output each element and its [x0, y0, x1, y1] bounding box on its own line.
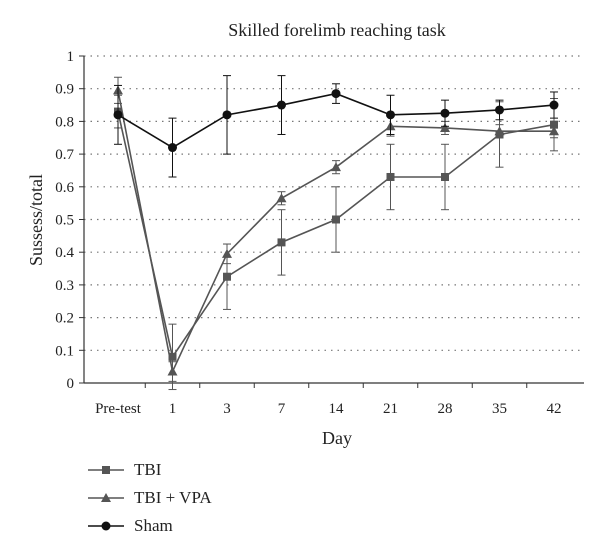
legend-label-tbi: TBI: [134, 460, 162, 479]
data-point-triangle: [331, 162, 341, 172]
x-tick-label: 35: [492, 401, 507, 417]
y-tick-label: 0: [67, 376, 75, 392]
legend-label-tbi-vpa: TBI + VPA: [134, 488, 212, 507]
data-point-circle: [440, 108, 450, 118]
data-point-square: [332, 215, 340, 224]
gridlines: [84, 55, 584, 351]
legend-marker-square: [88, 466, 124, 474]
x-tick-label: Pre-test: [95, 401, 142, 417]
x-tick-label: 3: [223, 401, 231, 417]
x-tick-label: 28: [438, 401, 453, 417]
legend-item-tbi-vpa: TBI + VPA: [86, 484, 326, 512]
y-tick-label: 0.5: [55, 213, 74, 229]
y-tick-label: 0.3: [55, 278, 74, 294]
axes: [79, 55, 584, 388]
y-tick-label: 0.6: [55, 180, 74, 196]
y-tick-label: 1: [67, 49, 75, 65]
y-tick-label: 0.1: [55, 343, 74, 359]
data-point-triangle: [494, 126, 505, 136]
data-point-square: [441, 172, 449, 181]
data-point-triangle: [276, 193, 287, 203]
x-tick-label: 1: [169, 401, 177, 417]
data-point-circle: [386, 110, 395, 120]
data-point-triangle: [549, 126, 559, 136]
data-point-circle: [222, 110, 232, 120]
data-point-circle: [113, 110, 123, 120]
legend-label-sham: Sham: [134, 516, 173, 535]
data-point-triangle: [167, 366, 178, 376]
data-point-circle: [168, 143, 177, 153]
y-tick-label: 0.2: [55, 311, 74, 327]
legend: TBI TBI + VPA Sham: [86, 456, 326, 540]
x-tick-label: 7: [278, 401, 286, 417]
data-point-circle: [549, 100, 559, 110]
y-tick-label: 0.4: [55, 245, 74, 261]
chart-title: Skilled forelimb reaching task: [228, 20, 445, 40]
data-point-triangle: [440, 122, 450, 132]
tick-labels: 0 0.1 0.2 0.3 0.4 0.5 0.6 0.7 0.8 0.9 1 Pre-test 1 3 7…: [55, 49, 561, 417]
data-point-circle: [331, 89, 341, 99]
y-axis-label: Sussess/total: [26, 174, 46, 266]
legend-marker-circle: [88, 521, 124, 531]
x-tick-label: 14: [329, 401, 345, 417]
data-point-triangle: [222, 248, 232, 258]
data-point-square: [277, 238, 286, 247]
x-tick-label: 21: [383, 401, 398, 417]
y-tick-label: 0.8: [55, 114, 74, 130]
data-point-square: [386, 172, 395, 181]
x-tick-label: 42: [547, 401, 562, 417]
x-axis-label: Day: [322, 428, 352, 448]
legend-marker-triangle: [88, 493, 124, 502]
y-tick-label: 0.7: [55, 147, 74, 163]
data-point-square: [223, 272, 231, 281]
series-group: [113, 75, 559, 391]
legend-item-sham: Sham: [86, 512, 326, 540]
y-tick-label: 0.9: [55, 82, 74, 98]
legend-item-tbi: TBI: [86, 456, 326, 484]
data-point-square: [168, 352, 177, 361]
series-sham: [113, 75, 559, 178]
data-point-circle: [495, 105, 504, 115]
data-point-circle: [277, 100, 286, 110]
series-tbi: [114, 94, 558, 391]
